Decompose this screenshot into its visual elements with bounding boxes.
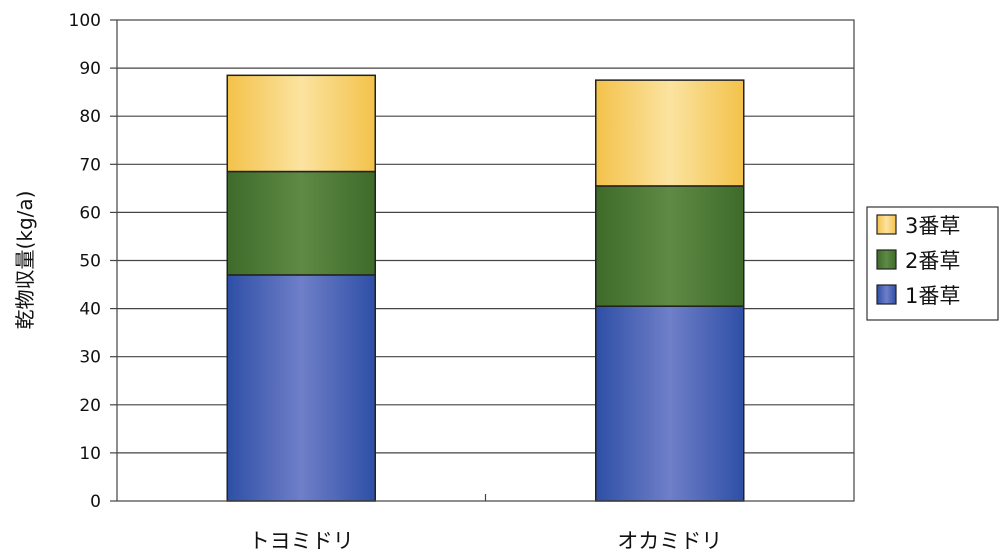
legend-label: 2番草 — [905, 249, 960, 273]
bar-segment-1 — [595, 305, 745, 502]
y-axis-ticks: 0 10 20 30 40 50 60 70 80 90 100 — [69, 11, 117, 512]
x-category-label: トヨミドリ — [249, 529, 354, 553]
legend-swatch — [876, 284, 897, 305]
legend-label: 1番草 — [905, 284, 960, 308]
x-category-label: オカミドリ — [617, 529, 722, 553]
y-tick-label: 20 — [79, 396, 101, 416]
x-axis-labels: トヨミドリ オカミドリ — [249, 494, 722, 553]
legend-swatch — [876, 214, 897, 235]
y-tick-label: 30 — [79, 348, 101, 368]
bar-segment-2 — [226, 170, 376, 276]
y-tick-label: 40 — [79, 300, 101, 320]
y-tick-label: 0 — [90, 492, 101, 512]
bars — [226, 74, 745, 502]
bar-segment-3 — [595, 79, 745, 187]
y-tick-label: 90 — [79, 59, 101, 79]
y-tick-label: 100 — [69, 11, 101, 31]
bar-segment-3 — [226, 74, 376, 173]
bar-segment-1 — [226, 274, 376, 502]
y-tick-label: 70 — [79, 155, 101, 175]
y-tick-label: 10 — [79, 444, 101, 464]
legend-swatch — [876, 249, 897, 270]
y-tick-label: 80 — [79, 107, 101, 127]
y-axis-label: 乾物収量(kg/a) — [13, 191, 37, 330]
legend: 3番草 2番草 1番草 — [866, 206, 999, 321]
bar-segment-2 — [595, 185, 745, 307]
legend-label: 3番草 — [905, 214, 960, 238]
y-tick-label: 50 — [79, 252, 101, 272]
y-tick-label: 60 — [79, 203, 101, 223]
